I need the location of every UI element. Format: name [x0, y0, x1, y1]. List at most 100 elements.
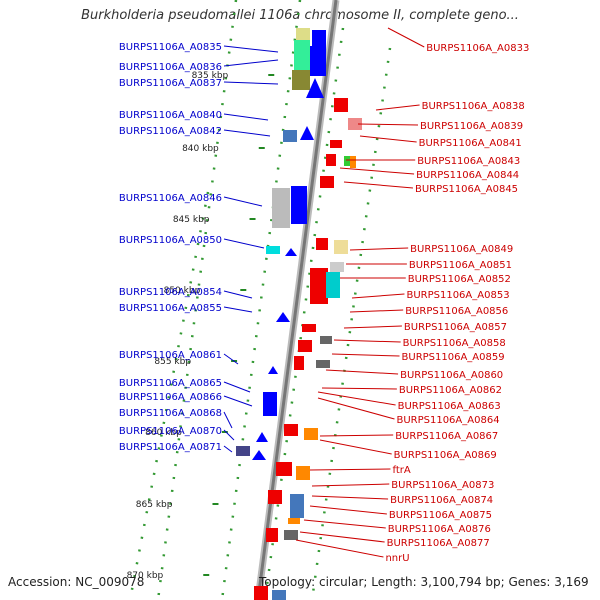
gene-label-right: BURPS1106A_A0867 [395, 431, 498, 442]
kbp-tick-label: 850 kbp [164, 286, 201, 296]
gene-label-right: BURPS1106A_A0876 [388, 524, 491, 535]
gene-label-right: BURPS1106A_A0874 [390, 495, 493, 506]
gene-block [316, 238, 328, 250]
gene-block [276, 462, 292, 476]
gene-label-right: BURPS1106A_A0851 [409, 260, 512, 271]
gene-label-left: BURPS1106A_A0871 [119, 442, 222, 453]
gene-leader-line-left [223, 445, 233, 453]
gene-leader-line-right [343, 181, 414, 189]
gene-leader-line-right [325, 369, 399, 375]
gene-label-right: BURPS1106A_A0862 [399, 385, 502, 396]
gene-block [302, 324, 316, 332]
gene-block [316, 360, 330, 368]
gene-leader-line-right [319, 439, 392, 455]
gene-block [263, 392, 277, 416]
kbp-tick-label: 845 kbp [173, 215, 210, 225]
gene-label-right: BURPS1106A_A0877 [387, 538, 490, 549]
gene-block [294, 356, 304, 370]
gene-block [254, 586, 268, 600]
gene-block [326, 272, 340, 298]
gene-block [272, 188, 290, 228]
gene-label-right: BURPS1106A_A0839 [420, 121, 523, 132]
gene-label-right: BURPS1106A_A0858 [403, 338, 506, 349]
gene-arrow [306, 78, 324, 98]
gene-block [310, 268, 328, 304]
kbp-tick-label: 835 kbp [192, 71, 229, 81]
gene-leader-line-left [223, 59, 279, 67]
accession-text: Accession: NC_009078 [8, 575, 145, 589]
gene-leader-line-right [349, 309, 404, 313]
gene-block [310, 46, 326, 76]
gene-leader-line-left [223, 129, 271, 137]
gene-block [298, 340, 312, 352]
gene-block [292, 70, 310, 90]
gene-block [326, 154, 336, 166]
gene-label-right: BURPS1106A_A0860 [400, 370, 503, 381]
gene-label-right: BURPS1106A_A0875 [389, 510, 492, 521]
gene-label-left: BURPS1106A_A0835 [119, 42, 222, 53]
gene-leader-line-right [359, 135, 417, 143]
gene-label-left: BURPS1106A_A0850 [119, 235, 222, 246]
gene-leader-line-left [223, 429, 235, 441]
gene-block [284, 530, 298, 540]
gene-leader-line-left [223, 113, 269, 121]
gene-leader-line-left [223, 381, 251, 393]
gene-arrow [268, 366, 278, 374]
gene-leader-line-left [223, 45, 279, 53]
gene-block [291, 186, 307, 224]
gene-block [288, 518, 300, 524]
gene-label-right: BURPS1106A_A0863 [398, 401, 501, 412]
gene-leader-line-right [311, 483, 390, 487]
gene-leader-line-right [375, 104, 420, 111]
gene-leader-line-left [223, 81, 279, 85]
gene-block [266, 246, 280, 254]
gene-block [350, 156, 356, 168]
gene-label-right: BURPS1106A_A0838 [422, 101, 525, 112]
gene-label-right: BURPS1106A_A0844 [416, 170, 519, 181]
gene-block [294, 40, 310, 70]
dotted-track [263, 27, 345, 600]
gene-block [312, 30, 326, 46]
gene-arrow [300, 126, 314, 140]
gene-label-right: BURPS1106A_A0859 [402, 352, 505, 363]
gene-label-right: BURPS1106A_A0849 [410, 244, 513, 255]
kbp-tick-label: 865 kbp [136, 500, 173, 510]
gene-block [290, 494, 304, 518]
gene-leader-line-left [223, 353, 239, 365]
gene-leader-line-right [317, 397, 395, 420]
gene-label-left: BURPS1106A_A0854 [119, 287, 222, 298]
gene-block [320, 176, 334, 188]
gene-label-right: BURPS1106A_A0845 [415, 184, 518, 195]
gene-label-right: BURPS1106A_A0869 [394, 450, 497, 461]
gene-block [266, 528, 278, 542]
gene-label-right: nnrU [385, 553, 409, 564]
gene-leader-line-right [357, 123, 419, 126]
gene-leader-line-right [333, 339, 401, 343]
gene-leader-line-left [223, 395, 253, 407]
gene-block [272, 590, 286, 600]
gene-label-left: BURPS1106A_A0846 [119, 193, 222, 204]
gene-block [268, 490, 282, 504]
gene-leader-line-right [309, 505, 387, 515]
kbp-tick-label: 855 kbp [154, 357, 191, 367]
gene-label-right: BURPS1106A_A0841 [419, 138, 522, 149]
gene-label-right: ftrA [392, 465, 410, 476]
gene-leader-line-left [223, 290, 253, 299]
gene-block [296, 28, 310, 40]
gene-block [334, 98, 348, 112]
gene-arrow [285, 248, 297, 256]
gene-label-left: BURPS1106A_A0855 [119, 303, 222, 314]
kbp-tick-label: 840 kbp [182, 144, 219, 154]
gene-label-right: BURPS1106A_A0853 [406, 290, 509, 301]
gene-leader-line-right [331, 353, 400, 357]
gene-leader-line-right [317, 391, 396, 406]
gene-leader-line-right [349, 247, 409, 251]
gene-label-left: BURPS1106A_A0836 [119, 62, 222, 73]
gene-leader-line-right [295, 539, 384, 558]
gene-block [296, 466, 310, 480]
gene-label-left: BURPS1106A_A0866 [119, 392, 222, 403]
gene-label-right: BURPS1106A_A0856 [405, 306, 508, 317]
gene-block [330, 140, 342, 148]
gene-block [236, 446, 250, 456]
